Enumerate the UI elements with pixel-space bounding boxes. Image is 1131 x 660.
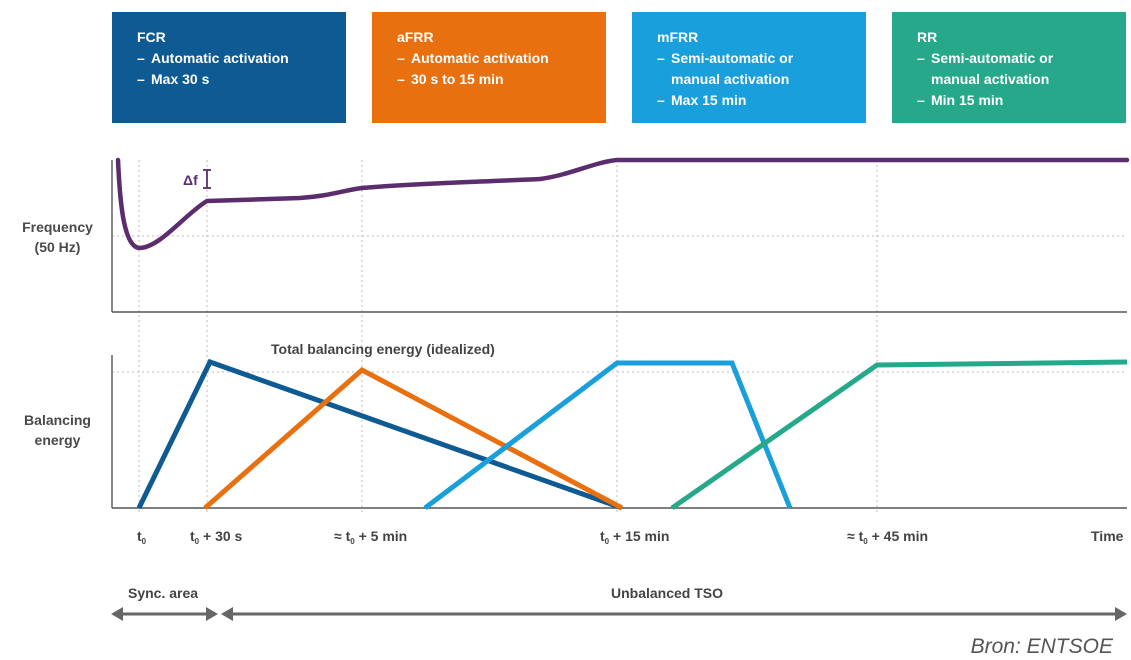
grid-lines — [112, 160, 1127, 512]
tick-t45min: ≈ t0 + 45 min — [847, 528, 928, 546]
tso-arrow-left-head — [221, 607, 233, 621]
mfrr-line-1: Semi-automatic or manual activation — [671, 50, 794, 87]
frequency-label: Frequency (50 Hz) — [22, 219, 93, 255]
frequency-curve — [115, 157, 1130, 251]
time-end-label: Time — [1091, 528, 1124, 544]
time-axis-labels: t0 t0 + 30 s ≈ t0 + 5 min t0 + 15 min ≈ … — [137, 528, 1124, 546]
sync-area-label: Sync. area — [128, 585, 198, 601]
rr-title: RR — [917, 29, 938, 45]
afrr-line-1: Automatic activation — [411, 50, 549, 66]
rr-energy-line — [670, 359, 1128, 511]
balancing-energy-label: Balancing energy — [24, 412, 91, 448]
arrow-heads — [111, 607, 1127, 621]
tso-arrow-right-head — [1115, 607, 1127, 621]
mfrr-box: mFRR – Semi-automatic or manual activatio… — [632, 12, 866, 123]
mfrr-energy-line — [423, 360, 793, 510]
fcr-line-2: Max 30 s — [151, 71, 210, 87]
fcr-box: FCR – Automatic activation – Max 30 s — [112, 12, 346, 123]
tick-t0: t0 — [137, 528, 147, 546]
sync-arrow-right-head — [206, 607, 218, 621]
delta-f-label: Δf — [183, 172, 198, 188]
mfrr-line-2: Max 15 min — [671, 92, 747, 108]
afrr-title: aFRR — [397, 29, 434, 45]
delta-f-marker — [203, 169, 211, 189]
source-credit: Bron: ENTSOE — [970, 635, 1113, 658]
total-balancing-label: Total balancing energy (idealized) — [271, 341, 495, 357]
tick-t5min: ≈ t0 + 5 min — [334, 528, 407, 546]
unbalanced-tso-label: Unbalanced TSO — [611, 585, 723, 601]
mfrr-title: mFRR — [657, 29, 699, 45]
fcr-energy-line — [136, 358, 623, 511]
fcr-title: FCR — [137, 29, 166, 45]
afrr-line-2: 30 s to 15 min — [411, 71, 504, 87]
rr-line-1: Semi-automatic or manual activation — [931, 50, 1054, 87]
afrr-box: aFRR – Automatic activation –30 s to 15 m… — [372, 12, 606, 123]
rr-line-2: Min 15 min — [931, 92, 1004, 108]
fcr-line-1: Automatic activation — [151, 50, 289, 66]
tick-t30s: t0 + 30 s — [190, 528, 243, 546]
afrr-energy-line — [203, 366, 624, 511]
sync-arrow-left-head — [111, 607, 123, 621]
rr-box: RR – Semi-automatic or manual activation … — [892, 12, 1126, 123]
tick-t15min: t0 + 15 min — [600, 528, 669, 546]
